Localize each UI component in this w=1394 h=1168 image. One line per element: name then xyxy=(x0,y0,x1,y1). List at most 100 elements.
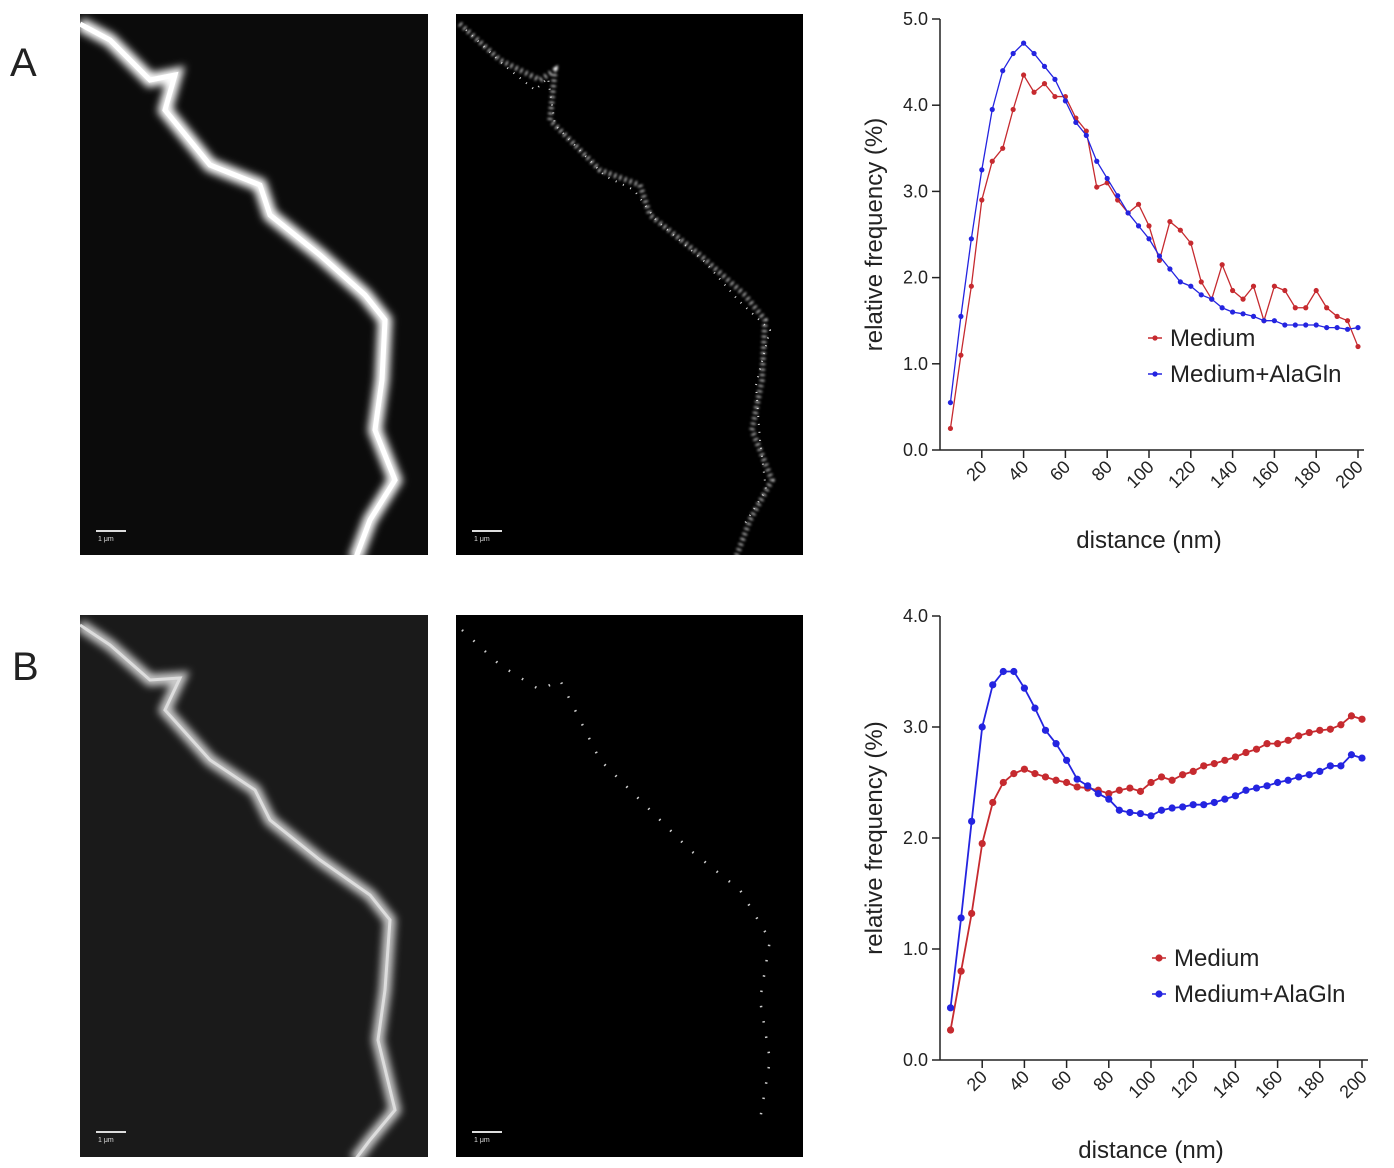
data-point xyxy=(1031,89,1037,95)
data-point xyxy=(1358,754,1366,762)
data-point xyxy=(1021,40,1027,46)
data-point xyxy=(1135,223,1142,229)
data-point xyxy=(1083,132,1089,138)
legend-label: Medium xyxy=(1174,945,1259,972)
data-point xyxy=(1230,309,1236,315)
series-line xyxy=(949,42,1359,403)
data-point xyxy=(1020,765,1028,773)
x-tick-label: 180 xyxy=(1293,1067,1328,1102)
data-point xyxy=(1250,283,1257,289)
data-point xyxy=(1305,728,1313,737)
x-tick-label: 60 xyxy=(1047,1067,1075,1095)
data-point xyxy=(1084,782,1092,790)
data-point xyxy=(989,158,995,164)
data-point xyxy=(1303,322,1309,328)
data-point xyxy=(1041,773,1050,781)
micrograph: 1 μm xyxy=(456,615,803,1157)
data-point xyxy=(1167,218,1173,225)
data-point xyxy=(957,914,965,922)
data-point xyxy=(1326,762,1334,770)
data-point xyxy=(1189,801,1197,809)
data-point xyxy=(1168,804,1176,812)
data-point xyxy=(989,681,997,689)
data-point xyxy=(1231,753,1239,761)
data-point xyxy=(1261,318,1267,324)
data-point xyxy=(1147,778,1155,787)
data-point xyxy=(1104,175,1110,182)
data-point xyxy=(1334,313,1340,319)
x-tick-label: 160 xyxy=(1248,457,1283,492)
data-point xyxy=(947,399,954,406)
data-point xyxy=(1000,68,1006,74)
data-point xyxy=(1210,798,1218,807)
y-axis-title: relative frequency (%) xyxy=(861,118,888,351)
scale-bar-label: 1 μm xyxy=(474,536,490,543)
data-point xyxy=(1157,773,1166,781)
data-point xyxy=(1337,721,1345,729)
data-point xyxy=(1073,775,1081,783)
data-point xyxy=(1305,771,1313,779)
data-point xyxy=(1219,262,1225,268)
scale-bar-label: 1 μm xyxy=(98,1137,114,1144)
scale-bar-label: 1 μm xyxy=(474,1137,490,1144)
chart: 0.0 1.0 2.0 3.0 4.0 5.0 20 40 60 80 100 120 140 160 18… xyxy=(861,9,1367,554)
data-point xyxy=(1242,748,1250,757)
data-point xyxy=(946,1004,955,1012)
data-point xyxy=(1010,667,1018,676)
data-point xyxy=(1282,287,1288,294)
data-point xyxy=(1021,72,1027,78)
legend-label: Medium xyxy=(1170,325,1255,352)
y-tick-label: 4.0 xyxy=(903,606,928,626)
panel-label: A xyxy=(10,41,37,85)
data-point xyxy=(1313,287,1319,294)
data-point xyxy=(1135,201,1142,207)
data-point xyxy=(1126,808,1134,817)
x-tick-label: 80 xyxy=(1089,1067,1117,1095)
x-tick-label: 120 xyxy=(1164,457,1199,492)
data-point xyxy=(1052,740,1060,748)
data-point xyxy=(1252,745,1261,753)
data-point xyxy=(1324,324,1330,331)
data-point xyxy=(1221,795,1229,803)
data-point xyxy=(1177,227,1183,233)
data-point xyxy=(999,778,1007,787)
x-tick-label: 40 xyxy=(1005,1067,1033,1095)
data-point xyxy=(1209,296,1215,302)
x-tick-label: 60 xyxy=(1046,457,1074,485)
data-point xyxy=(1221,756,1229,764)
data-point xyxy=(1010,50,1016,57)
x-tick-label: 100 xyxy=(1124,1067,1159,1102)
data-point xyxy=(1010,106,1016,113)
x-tick-label: 180 xyxy=(1290,457,1325,492)
data-point xyxy=(1292,322,1298,328)
data-point xyxy=(1240,296,1246,302)
data-point xyxy=(1146,236,1152,242)
x-tick-label: 140 xyxy=(1206,457,1241,492)
legend-marker xyxy=(1155,990,1163,998)
data-point xyxy=(1010,770,1018,778)
data-point xyxy=(1303,305,1309,311)
data-point xyxy=(968,236,974,242)
data-point xyxy=(958,313,964,319)
data-point xyxy=(1358,715,1366,723)
series-line xyxy=(949,73,1359,429)
data-point xyxy=(1052,776,1060,784)
y-tick-label: 3.0 xyxy=(903,181,928,201)
data-point xyxy=(1284,776,1292,784)
scale-bar-label: 1 μm xyxy=(98,536,114,543)
data-point xyxy=(1284,736,1292,744)
data-point xyxy=(1105,795,1113,803)
data-point xyxy=(1168,776,1176,784)
legend-label: Medium+AlaGln xyxy=(1174,981,1345,1008)
data-point xyxy=(1126,784,1134,792)
data-point xyxy=(1041,63,1048,70)
y-tick-label: 0.0 xyxy=(903,1050,928,1070)
data-point xyxy=(1136,787,1145,795)
data-point xyxy=(958,352,964,358)
x-tick-label: 160 xyxy=(1251,1067,1286,1102)
data-point xyxy=(1020,684,1028,692)
data-point xyxy=(1094,184,1100,190)
data-point xyxy=(1062,98,1068,104)
data-point xyxy=(1063,778,1071,787)
data-point xyxy=(1295,732,1303,740)
